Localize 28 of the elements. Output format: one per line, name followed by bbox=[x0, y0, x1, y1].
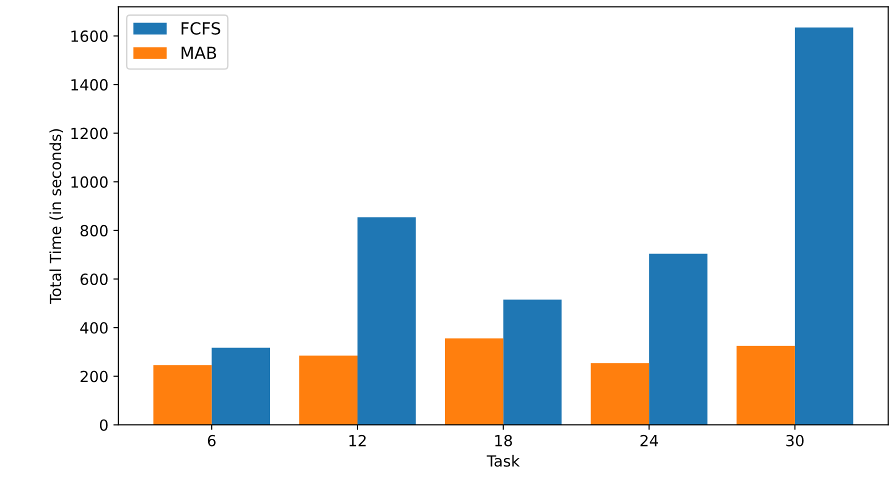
bar bbox=[299, 356, 358, 425]
x-axis-title: Task bbox=[486, 454, 520, 467]
legend-label: FCFS bbox=[182, 22, 220, 35]
x-tick-label: 24 bbox=[640, 434, 658, 446]
y-tick-label: 1600 bbox=[71, 30, 108, 42]
legend-label: MAB bbox=[182, 46, 216, 59]
y-tick-label: 800 bbox=[80, 224, 108, 236]
bar bbox=[736, 346, 795, 425]
bar bbox=[590, 363, 650, 425]
bar bbox=[649, 254, 708, 425]
x-tick-label: 18 bbox=[495, 434, 512, 446]
y-axis-title: Total Time (in seconds) bbox=[49, 129, 64, 304]
y-tick-label: 1000 bbox=[71, 176, 108, 188]
bar bbox=[794, 27, 854, 425]
y-tick-label: 0 bbox=[100, 419, 108, 431]
y-tick-label: 400 bbox=[80, 322, 108, 334]
x-tick-label: 30 bbox=[786, 434, 804, 446]
y-tick-label: 600 bbox=[80, 273, 108, 286]
y-tick-label: 1200 bbox=[71, 128, 108, 140]
bar bbox=[444, 338, 504, 425]
y-tick-label: 1400 bbox=[71, 79, 108, 91]
bar bbox=[357, 217, 416, 425]
bar bbox=[153, 365, 212, 425]
x-tick-label: 6 bbox=[208, 434, 216, 446]
bar bbox=[212, 348, 270, 425]
bar bbox=[503, 300, 562, 425]
y-tick-label: 200 bbox=[80, 370, 108, 382]
x-tick-label: 12 bbox=[349, 434, 366, 446]
